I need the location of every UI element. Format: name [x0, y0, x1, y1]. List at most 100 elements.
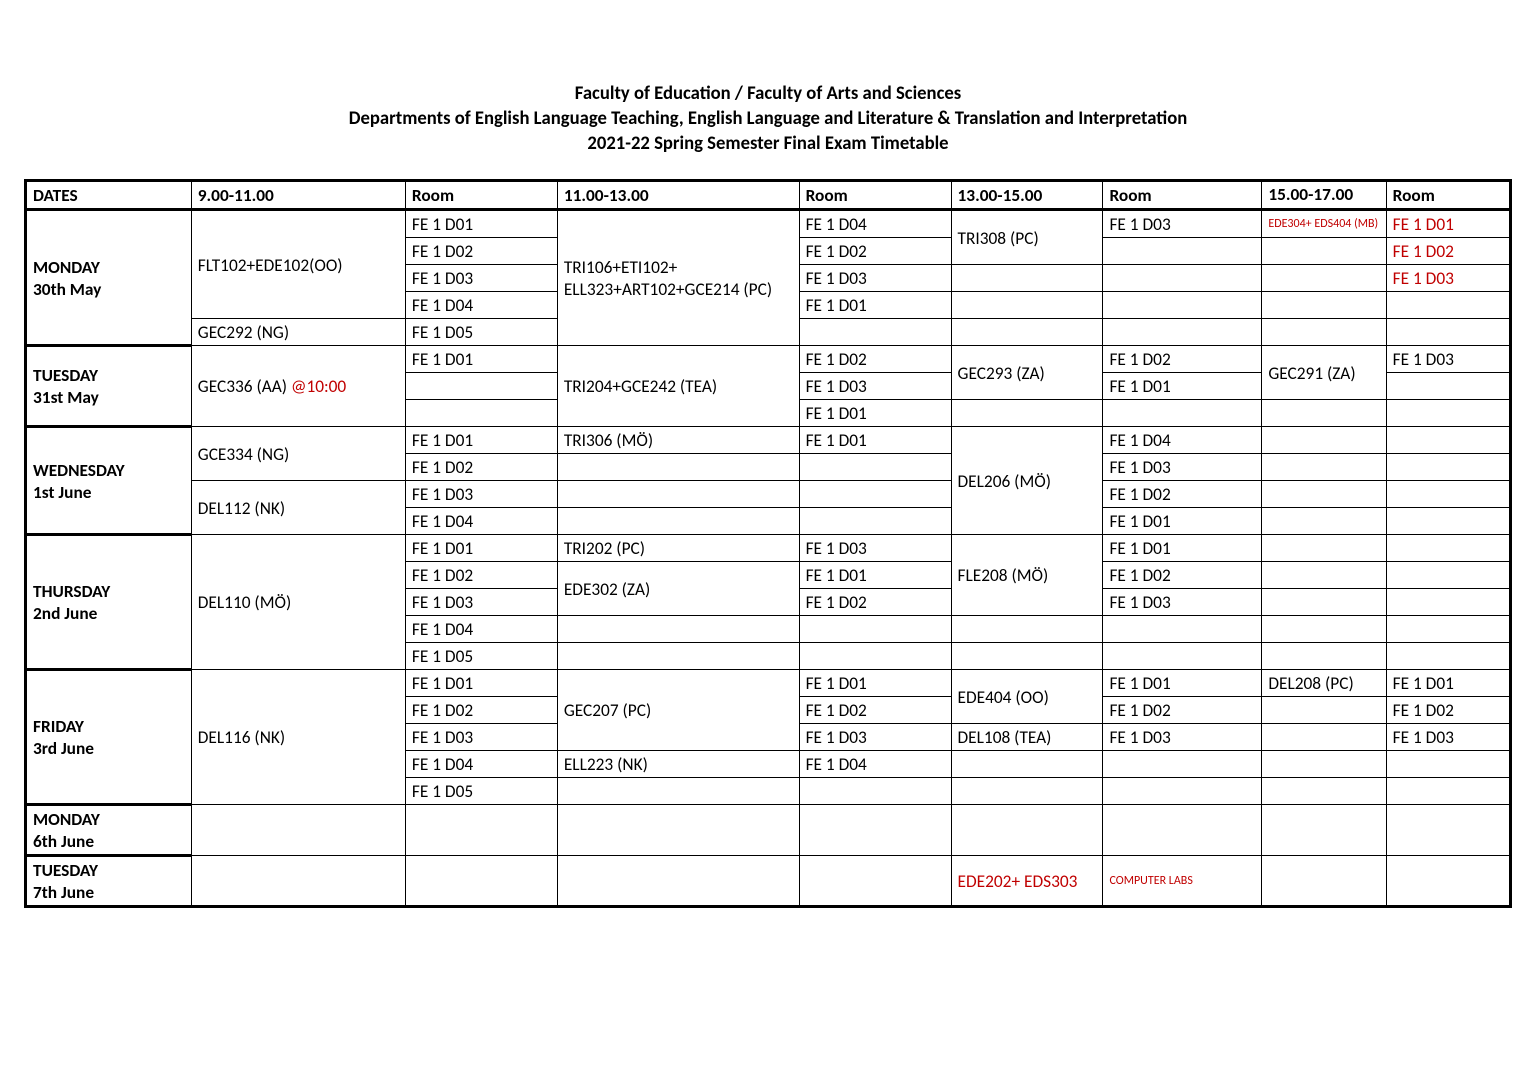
- cell: [1262, 562, 1386, 589]
- cell: FE 1 D02: [405, 454, 557, 481]
- cell: FE 1 D03: [405, 724, 557, 751]
- cell: FE 1 D01: [405, 210, 557, 238]
- cell: FE 1 D03: [1103, 210, 1262, 238]
- cell: [1386, 805, 1510, 856]
- cell: [951, 319, 1103, 346]
- cell: FE 1 D03: [1386, 724, 1510, 751]
- cell: [799, 778, 951, 805]
- cell: [1386, 292, 1510, 319]
- day-tue7: TUESDAY 7th June: [26, 856, 192, 907]
- cell: [1103, 616, 1262, 643]
- cell: [1386, 643, 1510, 670]
- cell: FE 1 D02: [1103, 697, 1262, 724]
- cell: [799, 643, 951, 670]
- cell: FE 1 D02: [799, 346, 951, 373]
- cell: [1262, 643, 1386, 670]
- cell: FE 1 D03: [1103, 724, 1262, 751]
- cell: [405, 805, 557, 856]
- cell: [1386, 319, 1510, 346]
- cell: FE 1 D02: [1103, 562, 1262, 589]
- cell: [1386, 589, 1510, 616]
- cell: FE 1 D01: [405, 670, 557, 697]
- cell: FE 1 D04: [405, 751, 557, 778]
- cell: [951, 616, 1103, 643]
- cell: [799, 454, 951, 481]
- header-titles: Faculty of Education / Faculty of Arts a…: [24, 82, 1512, 155]
- cell: [557, 616, 799, 643]
- cell: [951, 265, 1103, 292]
- cell: [1262, 265, 1386, 292]
- cell: [1103, 643, 1262, 670]
- cell: [1386, 481, 1510, 508]
- cell: [799, 319, 951, 346]
- cell: FE 1 D01: [405, 346, 557, 373]
- cell: [1103, 292, 1262, 319]
- cell: [1262, 400, 1386, 427]
- day-wed1: WEDNESDAY 1st June: [26, 427, 192, 535]
- cell: FE 1 D01: [799, 670, 951, 697]
- cell: [191, 805, 405, 856]
- cell: [1262, 238, 1386, 265]
- cell: [1262, 319, 1386, 346]
- table-row: MONDAY 6th June: [26, 805, 1511, 856]
- cell: [1386, 778, 1510, 805]
- mon30-13: TRI308 (PC): [951, 210, 1103, 265]
- cell: [405, 856, 557, 907]
- fri3-11a: GEC207 (PC): [557, 670, 799, 751]
- cell: FE 1 D03: [1386, 346, 1510, 373]
- title-line-3: 2021-22 Spring Semester Final Exam Timet…: [24, 132, 1512, 155]
- day-thu2: THURSDAY 2nd June: [26, 535, 192, 670]
- cell: FE 1 D02: [405, 697, 557, 724]
- col-room-1: Room: [405, 181, 557, 210]
- wed1-13: DEL206 (MÖ): [951, 427, 1103, 535]
- tue31-11: TRI204+GCE242 (TEA): [557, 346, 799, 427]
- table-row: WEDNESDAY 1st June GCE334 (NG) FE 1 D01 …: [26, 427, 1511, 454]
- cell: [951, 778, 1103, 805]
- cell: [1103, 238, 1262, 265]
- cell: [1386, 427, 1510, 454]
- cell: FE 1 D03: [405, 481, 557, 508]
- tue31-13: GEC293 (ZA): [951, 346, 1103, 400]
- cell: [557, 856, 799, 907]
- cell: [951, 400, 1103, 427]
- cell: [191, 856, 405, 907]
- cell: FE 1 D02: [1386, 238, 1510, 265]
- cell: FE 1 D05: [405, 643, 557, 670]
- wed1-11: TRI306 (MÖ): [557, 427, 799, 454]
- day-mon6: MONDAY 6th June: [26, 805, 192, 856]
- fri3-15: DEL208 (PC): [1262, 670, 1386, 697]
- day-tue31: TUESDAY 31st May: [26, 346, 192, 427]
- cell: FE 1 D01: [1103, 670, 1262, 697]
- cell: [1386, 373, 1510, 400]
- cell: [1103, 265, 1262, 292]
- cell: [557, 778, 799, 805]
- cell: [1386, 751, 1510, 778]
- cell: [799, 616, 951, 643]
- cell: FE 1 D01: [1386, 210, 1510, 238]
- col-room-4: Room: [1386, 181, 1510, 210]
- cell: [951, 643, 1103, 670]
- cell: [1386, 400, 1510, 427]
- cell: [1262, 589, 1386, 616]
- cell: [1262, 616, 1386, 643]
- cell: [799, 508, 951, 535]
- cell: FE 1 D01: [1386, 670, 1510, 697]
- mon30-9a: FLT102+EDE102(OO): [191, 210, 405, 319]
- col-room-3: Room: [1103, 181, 1262, 210]
- cell: FE 1 D04: [799, 210, 951, 238]
- cell: [1386, 508, 1510, 535]
- cell: FE 1 D02: [1103, 481, 1262, 508]
- cell: [1103, 751, 1262, 778]
- cell: [557, 481, 799, 508]
- fri3-11b: ELL223 (NK): [557, 751, 799, 778]
- cell: FE 1 D02: [1386, 697, 1510, 724]
- col-15-17: 15.00-17.00: [1262, 181, 1386, 210]
- cell: FE 1 D03: [799, 265, 951, 292]
- table-row: THURSDAY 2nd June DEL110 (MÖ) FE 1 D01 T…: [26, 535, 1511, 562]
- cell: [1262, 535, 1386, 562]
- cell: [1386, 562, 1510, 589]
- cell: FE 1 D04: [405, 292, 557, 319]
- cell: FE 1 D03: [799, 724, 951, 751]
- wed1-9b: DEL112 (NK): [191, 481, 405, 535]
- cell: [405, 373, 557, 400]
